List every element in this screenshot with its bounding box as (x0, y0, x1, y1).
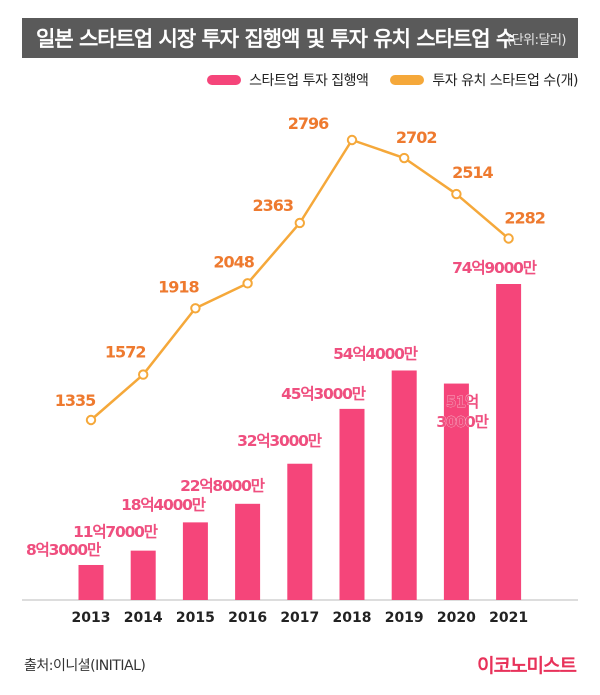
x-tick-label: 2016 (228, 610, 267, 626)
legend-item-bar: 스타트업 투자 집행액 (207, 70, 369, 90)
bar-value-label: 8억3000만 (26, 540, 102, 559)
line-series-path (90, 138, 510, 421)
line-value-label: 2796 (288, 114, 329, 133)
unit-label: (단위:달러) (507, 33, 566, 48)
bar-2018 (339, 408, 365, 600)
line-value-label: 1918 (158, 277, 199, 296)
line-value-label: 2702 (396, 128, 437, 147)
line-point-2015 (190, 303, 201, 314)
bar-value-label: 22억8000만 (180, 476, 266, 495)
legend-swatch-bar (207, 75, 242, 85)
bar-value-label: 3000만 (436, 413, 489, 431)
legend-label-bar: 스타트업 투자 집행액 (249, 73, 369, 89)
line-value-label: 2048 (213, 252, 254, 271)
legend: 스타트업 투자 집행액 투자 유치 스타트업 수(개) (185, 70, 578, 90)
x-tick-label: 2017 (280, 610, 319, 626)
legend-item-line: 투자 유치 스타트업 수(개) (390, 70, 578, 90)
line-point-2016 (242, 278, 253, 289)
x-tick-label: 2020 (437, 610, 476, 626)
bar-2019 (391, 370, 417, 600)
bar-2014 (130, 550, 156, 600)
source-note: 출처:이니셜(INITIAL) (24, 658, 146, 674)
chart-title: 일본 스타트업 시장 투자 집행액 및 투자 유치 스타트업 수 (36, 27, 515, 51)
line-point-2017 (294, 217, 305, 229)
line-point-2020 (451, 188, 462, 200)
title-bar: 일본 스타트업 시장 투자 집행액 및 투자 유치 스타트업 수 (단위:달러) (22, 18, 578, 58)
line-value-label: 2363 (253, 196, 294, 215)
bar-value-label: 74억9000만 (452, 258, 538, 277)
legend-label-line: 투자 유치 스타트업 수(개) (432, 73, 578, 89)
line-point-2014 (138, 369, 149, 380)
bar-value-label: 32억3000만 (237, 431, 323, 450)
bar-2017 (287, 463, 313, 600)
line-point-2019 (399, 152, 410, 164)
x-tick-label: 2018 (333, 610, 372, 626)
x-tick-label: 2014 (124, 610, 163, 626)
bar-value-label: 45억3000만 (281, 384, 367, 403)
bar-2016 (235, 503, 261, 600)
legend-swatch-line (390, 75, 425, 85)
line-point-2013 (85, 414, 97, 426)
bar-value-label: 11억7000만 (73, 522, 159, 541)
x-tick-label: 2019 (385, 610, 424, 626)
line-point-2021 (503, 233, 514, 244)
x-tick-label: 2015 (176, 610, 215, 626)
x-tick-label: 2021 (489, 610, 528, 626)
line-point-2018 (346, 134, 358, 146)
line-value-label: 2282 (504, 209, 545, 228)
bar-value-label: 18억4000만 (121, 495, 207, 514)
line-value-label: 2514 (452, 163, 493, 182)
brand-logo: 이코노미스트 (477, 655, 577, 677)
bar-value-label: 51억 (446, 392, 478, 411)
bar-2020 (443, 383, 469, 600)
x-tick-label: 2013 (72, 610, 111, 626)
bar-2015 (182, 522, 208, 600)
bar-2013 (78, 564, 104, 600)
bar-value-label: 54억4000만 (333, 344, 419, 363)
bar-2021 (496, 284, 522, 600)
line-value-label: 1572 (105, 343, 146, 362)
line-value-label: 1335 (55, 391, 96, 410)
